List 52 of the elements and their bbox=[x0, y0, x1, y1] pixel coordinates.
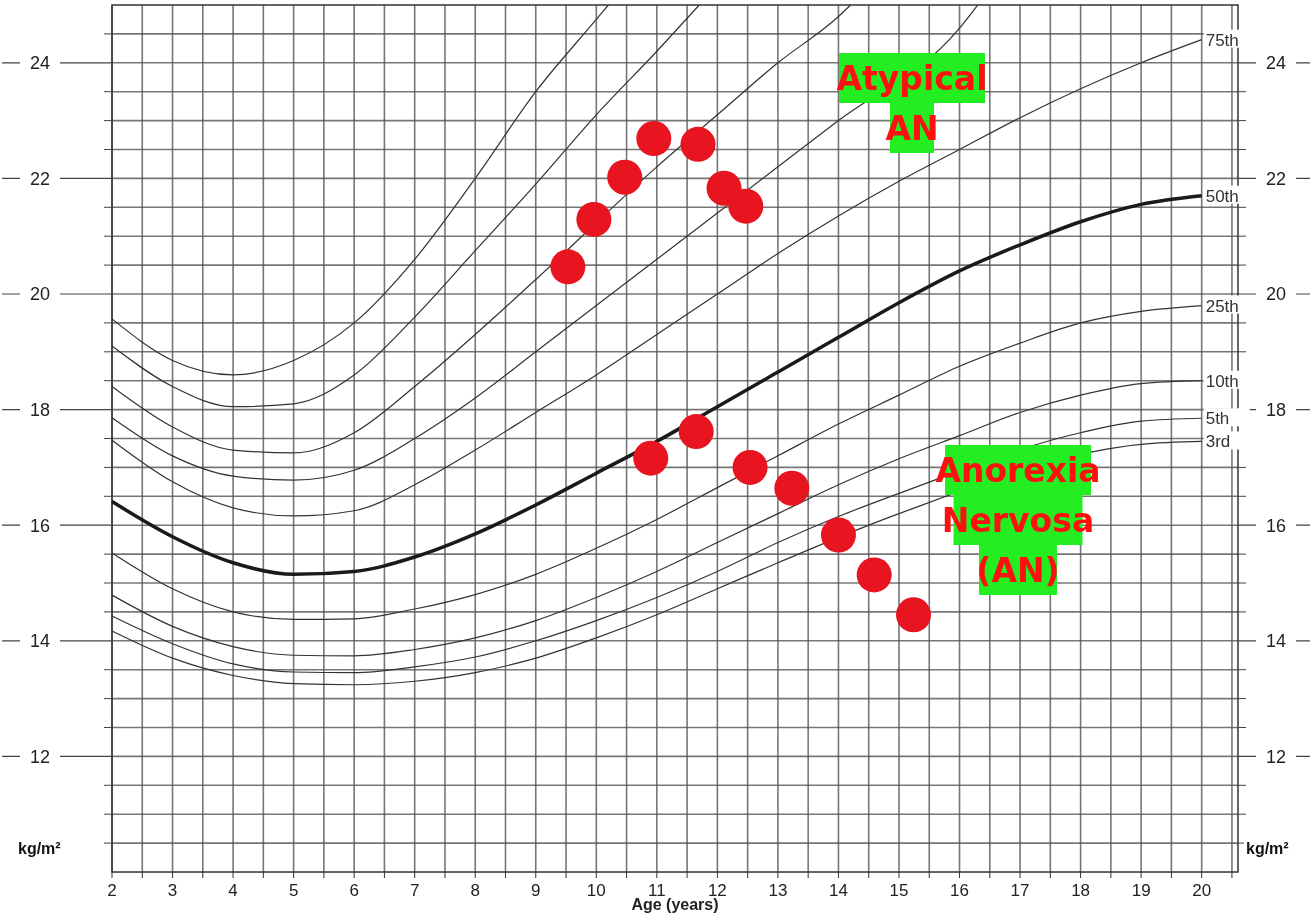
series-label: 25th bbox=[1205, 296, 1239, 316]
point bbox=[633, 440, 669, 476]
x-tick-label: 5 bbox=[288, 881, 299, 900]
point bbox=[856, 557, 892, 593]
x-tick-label: 13 bbox=[768, 881, 788, 900]
point bbox=[636, 121, 672, 156]
point bbox=[678, 414, 714, 450]
point bbox=[680, 126, 716, 162]
series-label: 75th bbox=[1205, 30, 1239, 50]
y2-tick-label: 12 bbox=[1265, 746, 1287, 767]
x-tick-label: 19 bbox=[1131, 881, 1151, 900]
point bbox=[576, 201, 612, 237]
x-tick-label: 17 bbox=[1010, 881, 1030, 900]
x-tick-label: 7 bbox=[409, 881, 420, 900]
series-label: 50th bbox=[1205, 186, 1239, 206]
y2-axis-title: kg/m² bbox=[1246, 840, 1289, 858]
y2-tick-label: 18 bbox=[1265, 399, 1287, 420]
point bbox=[607, 159, 643, 195]
y2-tick-label: 24 bbox=[1265, 53, 1287, 74]
point bbox=[732, 449, 768, 485]
series-label: 3rd bbox=[1205, 432, 1231, 452]
point bbox=[728, 188, 764, 224]
x-tick-label: 16 bbox=[950, 881, 969, 900]
x-tick-label: 2 bbox=[107, 881, 117, 900]
y2-tick-label: 14 bbox=[1265, 631, 1287, 652]
x-tick-label: 6 bbox=[349, 881, 359, 900]
series-label: 5th bbox=[1205, 409, 1230, 429]
y-tick-label: 14 bbox=[29, 631, 51, 652]
y-axis-title: kg/m² bbox=[18, 840, 61, 858]
x-tick-label: 15 bbox=[889, 881, 909, 900]
point bbox=[820, 517, 856, 553]
y-tick-label: 20 bbox=[29, 284, 51, 305]
y2-tick-label: 22 bbox=[1265, 168, 1287, 189]
point bbox=[896, 597, 932, 633]
x-tick-label: 8 bbox=[470, 881, 480, 900]
y2-tick-label: 20 bbox=[1265, 284, 1287, 305]
x-tick-label: 4 bbox=[228, 881, 238, 900]
point bbox=[550, 249, 586, 285]
series-label: 10th bbox=[1205, 371, 1239, 391]
x-tick-label: 10 bbox=[586, 881, 606, 900]
y2-tick-label: 16 bbox=[1265, 515, 1287, 536]
y-tick-label: 24 bbox=[29, 53, 51, 74]
y-tick-label: 12 bbox=[29, 746, 51, 767]
x-tick-label: 3 bbox=[167, 881, 178, 900]
x-tick-label: 14 bbox=[828, 881, 848, 900]
x-tick-label: 20 bbox=[1192, 881, 1212, 900]
y-tick-label: 18 bbox=[29, 399, 51, 420]
point bbox=[774, 470, 810, 506]
y-tick-label: 22 bbox=[29, 168, 51, 189]
x-tick-label: 9 bbox=[531, 881, 541, 900]
x-tick-label: 18 bbox=[1071, 881, 1091, 900]
y-tick-label: 16 bbox=[29, 515, 51, 536]
